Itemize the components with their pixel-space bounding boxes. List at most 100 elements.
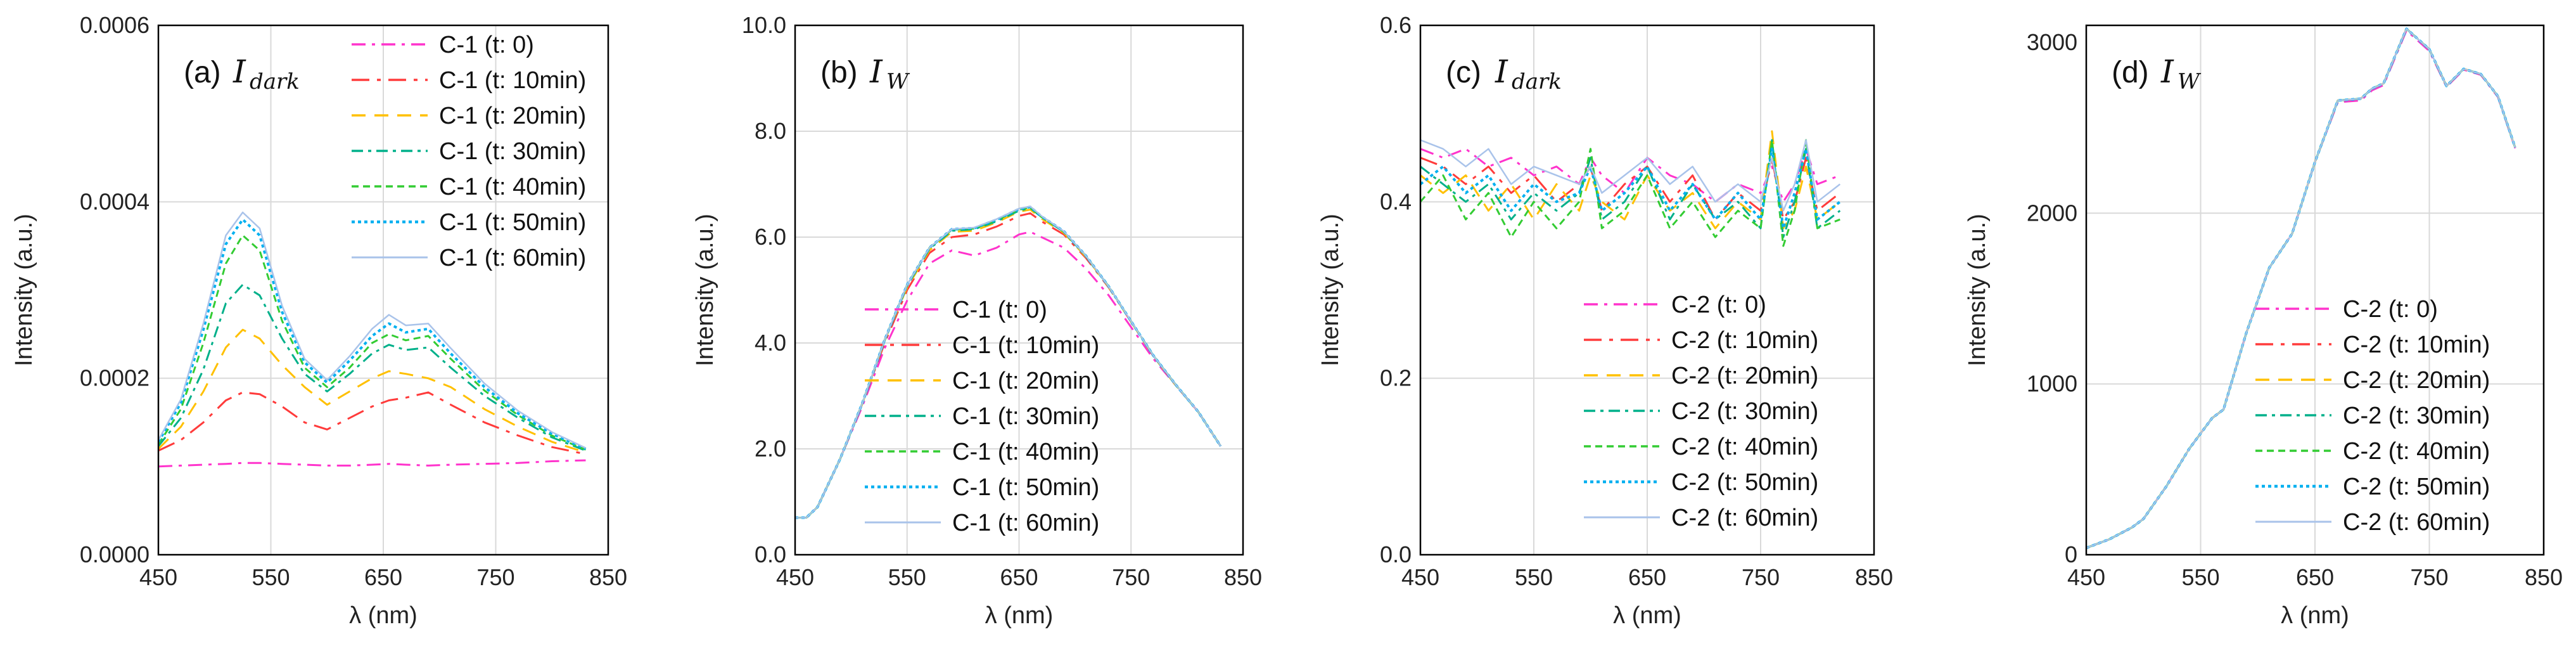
legend-label: C-1 (t: 60min) [439,245,586,271]
y-tick-label: 0.4 [1380,188,1412,214]
series-group [795,205,1222,519]
x-tick-label: 450 [776,564,814,590]
y-tick-label: 0.0 [755,541,786,567]
panel-label: (c) [1446,56,1481,89]
x-tick-label: 750 [2410,564,2448,590]
panel-subscript: W [2177,69,2202,94]
x-tick-label: 650 [1628,564,1666,590]
chart-panel-a: 450 550 650 750 850 0.0000 0.0002 0.0004 0.0006 λ… [11,12,627,629]
legend-label: C-2 (t: 60min) [2343,509,2490,536]
series-line [2086,28,2516,549]
panel-symbol: I [1495,53,1508,90]
x-axis-title: λ (nm) [1613,602,1681,629]
panel-symbol: I [233,53,246,90]
series-line [2086,29,2516,549]
series-line [795,205,1222,519]
x-tick-label: 550 [252,564,290,590]
y-tick-label: 6.0 [755,224,786,250]
plot-frame [2085,24,2545,556]
x-tick-label: 550 [888,564,926,590]
x-tick-label: 650 [2296,564,2334,590]
legend-label: C-1 (t: 20min) [952,368,1099,394]
series-line [1420,139,1841,238]
legend-label: C-2 (t: 50min) [1671,469,1818,496]
legend-label: C-1 (t: 40min) [439,174,586,200]
legend: C-2 (t: 0) C-2 (t: 10min) C-2 (t: 20min) C-… [1584,292,1818,531]
x-tick-label: 550 [1515,564,1553,590]
legend-label: C-1 (t: 20min) [439,103,586,129]
series-line [795,206,1221,519]
series-line [158,459,586,468]
legend-label: C-1 (t: 50min) [439,209,586,236]
legend-label: C-1 (t: 40min) [952,439,1099,465]
panel-label: (d) [2112,56,2149,89]
x-tick-label: 850 [2525,564,2563,590]
series-line [158,283,587,452]
legend-label: C-1 (t: 30min) [952,403,1099,430]
series-line [795,231,1221,519]
y-axis-title: Intensity (a.u.) [1317,214,1344,366]
legend-label: C-1 (t: 10min) [952,332,1099,359]
legend-label: C-1 (t: 50min) [952,474,1099,501]
series-line [158,391,586,455]
y-axis-title: Intensity (a.u.) [692,214,718,366]
x-axis-title: λ (nm) [349,602,418,629]
y-tick-label: 10.0 [742,12,786,38]
chart-panel-c: 450 550 650 750 850 0.0 0.2 0.4 0.6 λ (nm) Intensi… [1317,12,1893,629]
legend-label: C-2 (t: 0) [1671,292,1766,318]
panel-symbol: I [869,53,883,90]
series-line [2086,27,2516,550]
y-tick-label: 0.0004 [80,188,150,214]
legend-label: C-2 (t: 40min) [2343,438,2490,465]
legend: C-1 (t: 0) C-1 (t: 10min) C-1 (t: 20min) C-… [865,297,1099,536]
legend-label: C-1 (t: 10min) [439,67,586,94]
y-tick-label: 0.6 [1380,12,1412,38]
plot-frame [1419,24,1875,556]
series-line [158,211,587,449]
x-tick-label: 450 [2067,564,2105,590]
legend-label: C-2 (t: 20min) [2343,367,2490,394]
series-line [1420,139,1841,212]
series-line [158,218,587,450]
x-tick-label: 750 [1112,564,1150,590]
panel-subscript: dark [1512,69,1562,94]
legend-label: C-1 (t: 60min) [952,510,1099,536]
y-tick-label: 8.0 [755,118,786,144]
x-tick-label: 850 [1855,564,1893,590]
x-axis-title: λ (nm) [2281,602,2349,629]
y-tick-label: 0.0006 [80,12,150,38]
y-tick-label: 2000 [2027,200,2077,226]
series-group [1420,130,1841,247]
legend-label: C-2 (t: 10min) [2343,332,2490,358]
series-line [158,234,587,451]
y-axis-title: Intensity (a.u.) [11,214,37,366]
legend: C-2 (t: 0) C-2 (t: 10min) C-2 (t: 20min) C-… [2255,296,2490,536]
series-line [2086,27,2516,549]
legend-label: C-2 (t: 20min) [1671,363,1818,389]
x-tick-label: 850 [1224,564,1262,590]
y-tick-label: 0.0 [1380,541,1412,567]
panel-subscript: dark [250,69,300,94]
legend-label: C-2 (t: 60min) [1671,505,1818,531]
series-line [2086,27,2516,549]
x-tick-label: 450 [1401,564,1439,590]
y-tick-label: 0.2 [1380,365,1412,391]
x-tick-label: 650 [1000,564,1038,590]
y-tick-label: 3000 [2027,29,2077,55]
y-tick-label: 0.0002 [80,365,150,391]
series-line [795,209,1221,519]
legend-label: C-1 (t: 0) [439,32,534,58]
series-line [795,205,1221,519]
series-line [1420,139,1840,247]
series-line [2086,27,2516,549]
y-tick-label: 0.0000 [80,541,150,567]
y-tick-label: 1000 [2027,371,2077,397]
chart-panel-b: 450 550 650 750 850 0.0 2.0 4.0 6.0 8.0 10.0 λ (nm)… [692,12,1262,629]
legend-label: C-2 (t: 50min) [2343,474,2490,500]
legend-label: C-1 (t: 0) [952,297,1047,323]
panel-subscript: W [886,69,910,94]
x-tick-label: 650 [364,564,402,590]
x-tick-label: 750 [1742,564,1780,590]
y-tick-label: 2.0 [755,436,786,462]
